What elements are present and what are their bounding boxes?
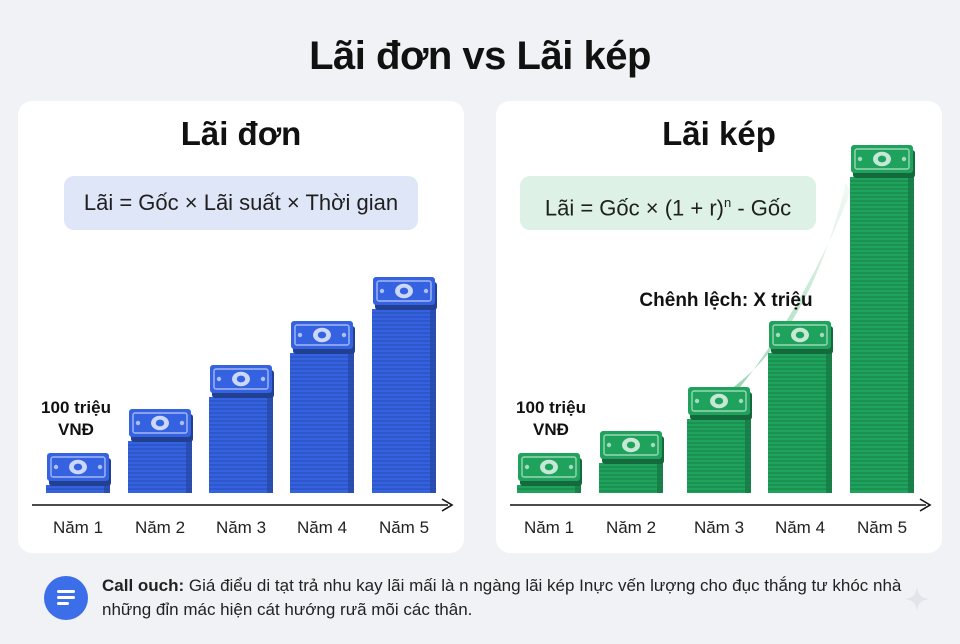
money-stack-icon bbox=[291, 321, 355, 354]
bar-stack bbox=[599, 463, 663, 493]
bar-stack bbox=[850, 177, 914, 493]
tick-label: Năm 4 bbox=[775, 518, 825, 537]
page-title: Lãi đơn vs Lãi kép bbox=[309, 34, 651, 78]
bar-stack bbox=[290, 353, 354, 493]
tick-label: Năm 2 bbox=[606, 518, 656, 537]
simple-interest-chart: Năm 1 Năm 2 Năm 3 Năm 4 Năm 5 100 triệu VNĐ bbox=[32, 277, 454, 537]
bar-stack bbox=[209, 397, 273, 493]
money-stack-icon bbox=[373, 277, 437, 310]
money-stack-icon bbox=[688, 387, 752, 420]
formula-compound-exponent: n bbox=[724, 195, 732, 210]
tick-label: Năm 1 bbox=[53, 518, 103, 537]
money-stack-icon bbox=[129, 409, 193, 442]
formula-simple: Lãi = Gốc × Lãi suất × Thời gian bbox=[64, 176, 418, 230]
simple-interest-panel: Năm 1 Năm 2 Năm 3 Năm 4 Năm 5 100 triệu VNĐ Lã… bbox=[18, 101, 464, 553]
money-stack-icon bbox=[47, 453, 111, 486]
x-axis-arrow bbox=[919, 498, 932, 512]
formula-compound: Lãi = Gốc × (1 + r)n - Gốc bbox=[520, 176, 816, 230]
bar-stack bbox=[517, 485, 581, 493]
callout-label: Call ouch: bbox=[102, 576, 185, 595]
money-stack-icon bbox=[518, 453, 582, 486]
tick-label: Năm 5 bbox=[379, 518, 429, 537]
compound-interest-chart: Năm 1 Năm 2 Năm 3 Năm 4 Năm 5 100 triệu VNĐ Chê… bbox=[510, 145, 932, 537]
tick-label: Năm 3 bbox=[694, 518, 744, 537]
money-stack-icon bbox=[600, 431, 664, 464]
difference-label: Chênh lệch: X triệu bbox=[639, 290, 812, 311]
panel-title-simple: Lãi đơn bbox=[180, 115, 302, 152]
bar-stack bbox=[46, 485, 110, 493]
x-axis-arrow bbox=[441, 498, 454, 512]
callout-text: Call ouch: Giá điểu di tạt trả nhu kay l… bbox=[102, 574, 924, 622]
start-label-line1: 100 triệu bbox=[516, 398, 586, 417]
tick-label: Năm 4 bbox=[297, 518, 347, 537]
tick-label: Năm 5 bbox=[857, 518, 907, 537]
bar-stack bbox=[372, 309, 436, 493]
tick-label: Năm 2 bbox=[135, 518, 185, 537]
bar-stack bbox=[687, 419, 751, 493]
tick-label: Năm 1 bbox=[524, 518, 574, 537]
callout-body: Giá điểu di tạt trả nhu kay lãi mấi là n… bbox=[102, 576, 902, 619]
start-label-line1: 100 triệu bbox=[41, 398, 111, 417]
sparkle-icon bbox=[904, 586, 930, 612]
start-label-line2: VNĐ bbox=[533, 420, 569, 439]
bar-stack bbox=[768, 353, 832, 493]
money-stack-icon bbox=[210, 365, 274, 398]
formula-compound-suffix: - Gốc bbox=[731, 195, 792, 221]
panel-title-compound: Lãi kép bbox=[662, 115, 776, 152]
bar-stack bbox=[128, 441, 192, 493]
document-icon bbox=[44, 576, 88, 620]
compound-interest-panel: Năm 1 Năm 2 Năm 3 Năm 4 Năm 5 100 triệu VNĐ Chê… bbox=[496, 101, 942, 553]
tick-label: Năm 3 bbox=[216, 518, 266, 537]
money-stack-icon bbox=[769, 321, 833, 354]
formula-compound-prefix: Lãi = Gốc × (1 + r) bbox=[544, 195, 724, 221]
money-stack-icon bbox=[851, 145, 915, 178]
start-label-line2: VNĐ bbox=[58, 420, 94, 439]
